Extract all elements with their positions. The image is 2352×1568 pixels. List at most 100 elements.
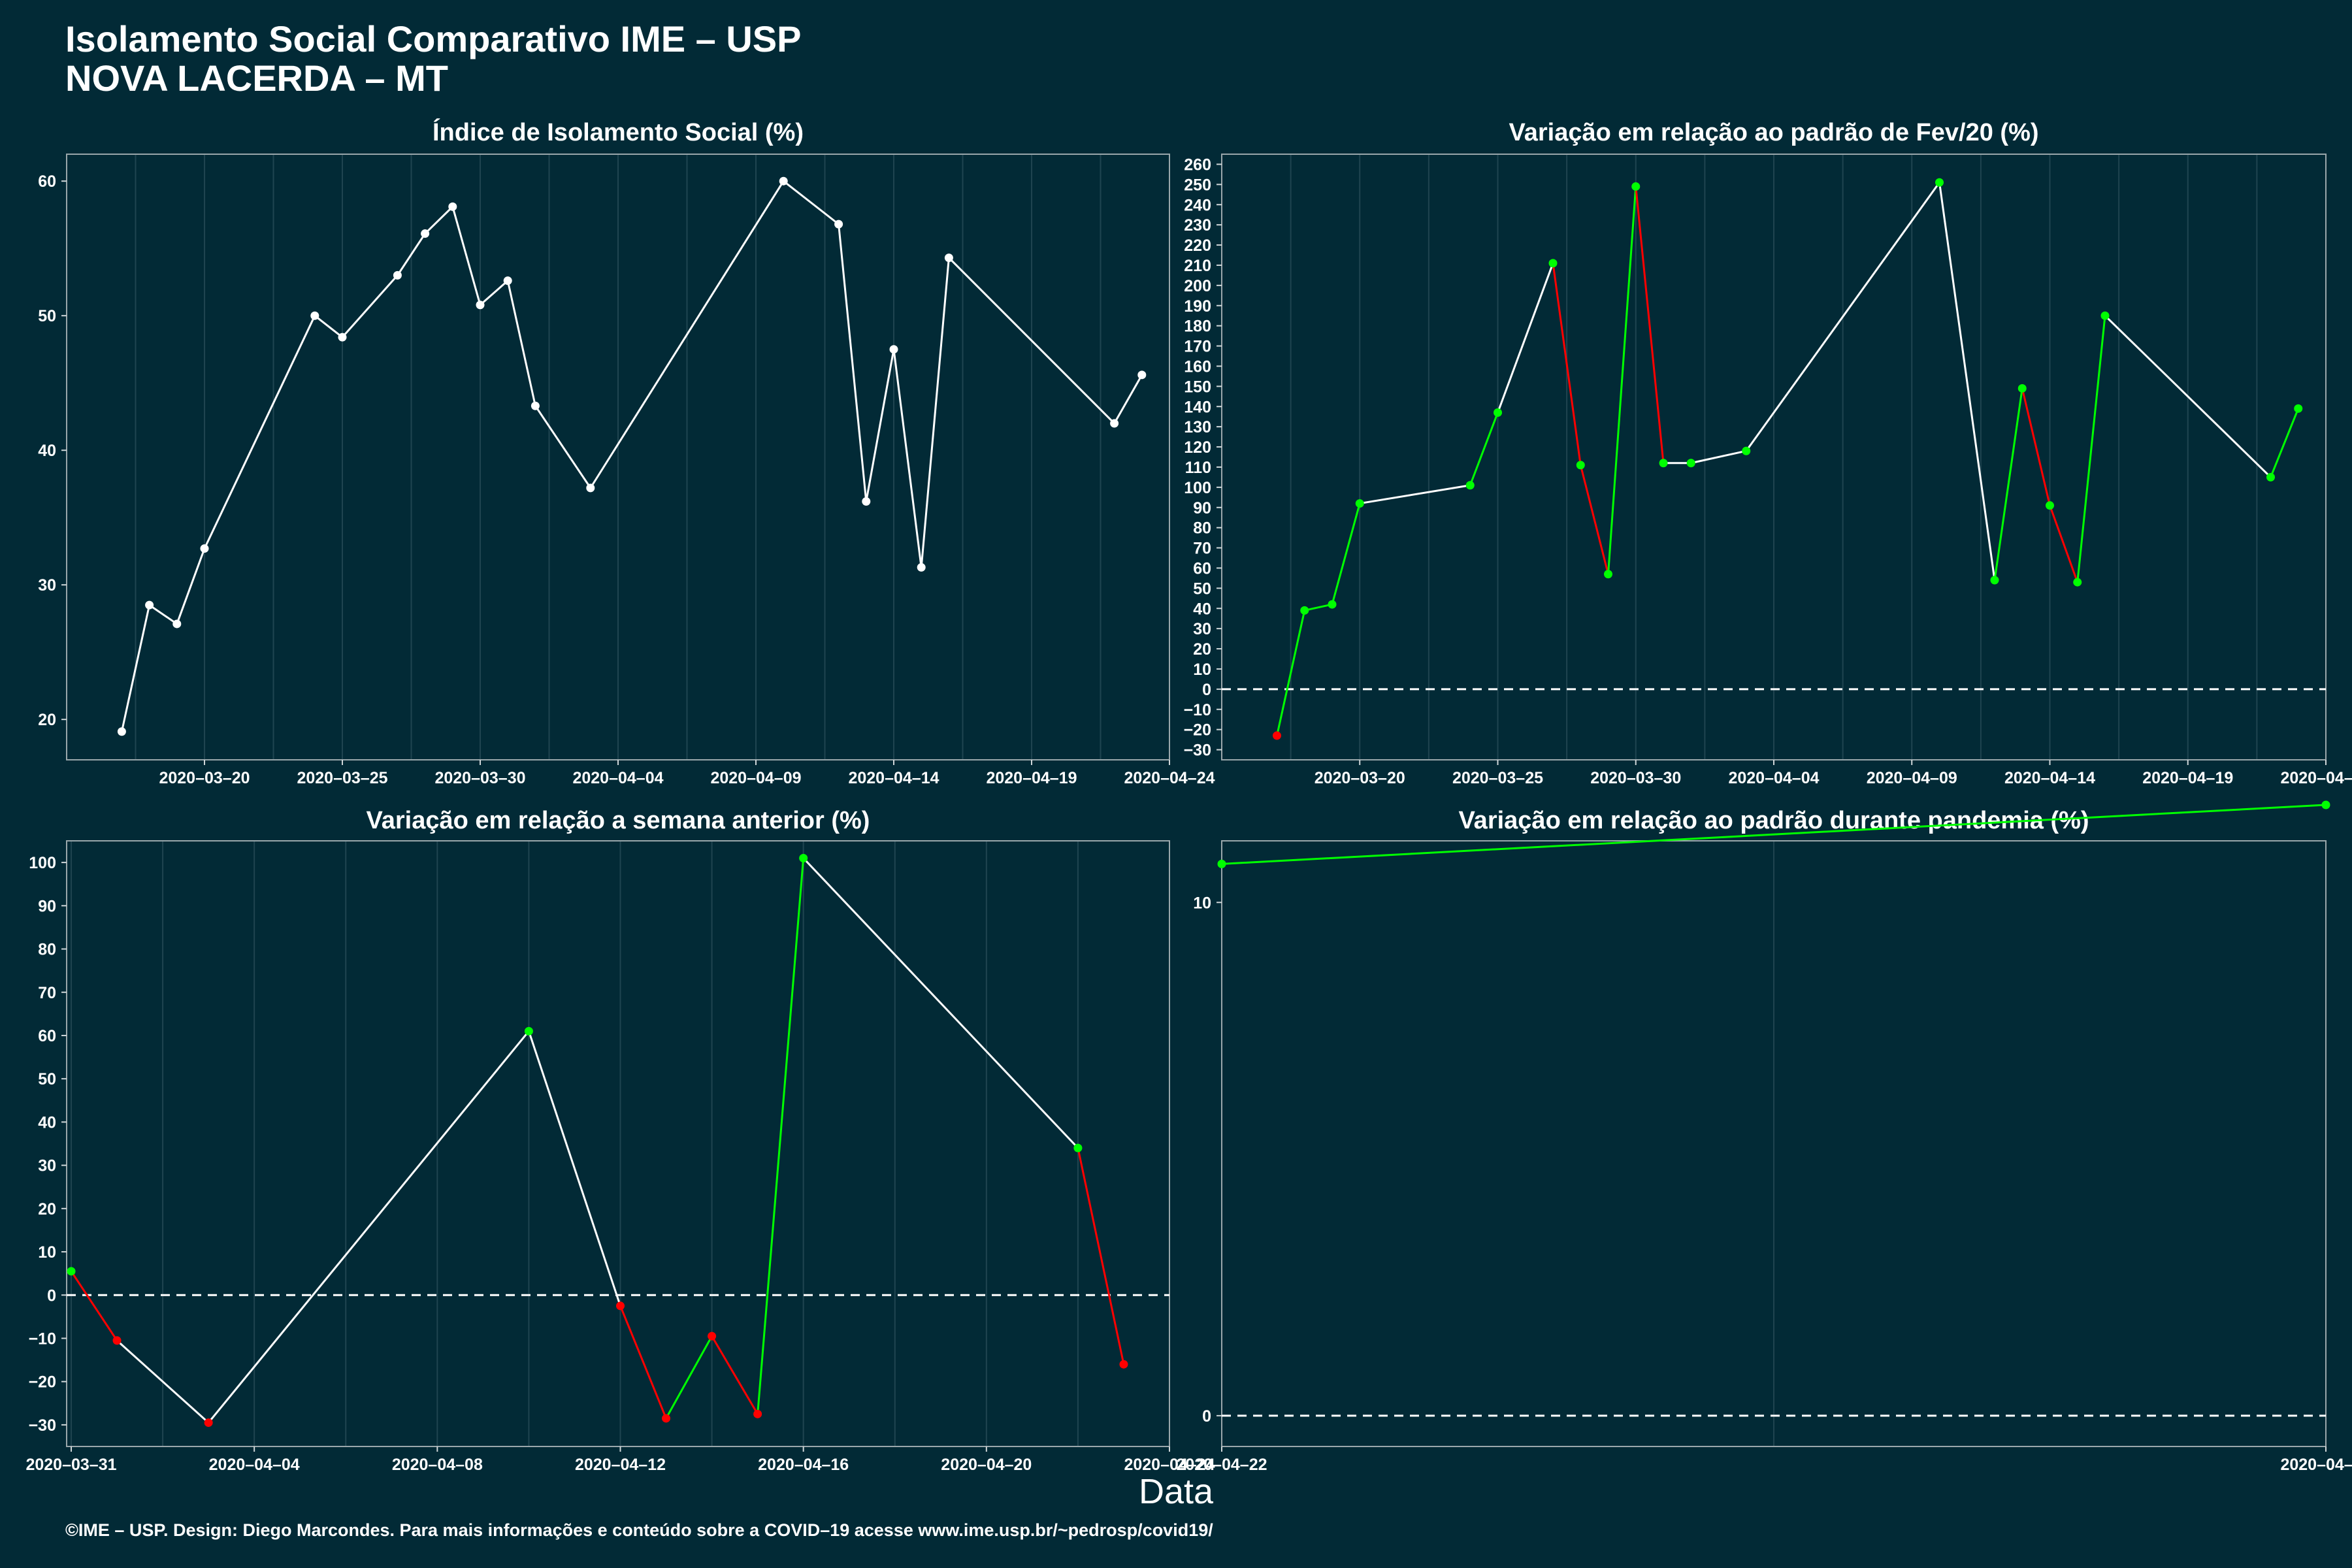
x-tick-label: 2020–04–04 xyxy=(1728,769,1819,787)
y-tick-label: 0 xyxy=(1202,681,1211,699)
y-tick-label: 50 xyxy=(38,1070,56,1088)
data-point xyxy=(1110,419,1119,428)
data-point xyxy=(2321,800,2330,809)
x-tick-label: 2020–04–24 xyxy=(1124,1456,1215,1474)
data-point xyxy=(2266,472,2275,482)
series-segment xyxy=(203,315,316,549)
series-segment xyxy=(2104,315,2272,478)
series-segment xyxy=(2021,388,2051,506)
data-point xyxy=(586,483,595,493)
series-segment xyxy=(341,274,399,338)
y-tick-label: 80 xyxy=(38,941,56,959)
series-segment xyxy=(1579,465,1609,575)
data-point xyxy=(1465,481,1475,490)
data-point xyxy=(616,1301,625,1311)
x-tick-label: 2020–04–22 xyxy=(1176,1456,1267,1474)
data-point xyxy=(524,1026,533,1036)
y-tick-label: −30 xyxy=(1184,742,1211,760)
y-tick-label: 100 xyxy=(29,854,56,872)
series-segment xyxy=(527,1030,621,1307)
data-point xyxy=(662,1414,671,1423)
y-tick-label: 30 xyxy=(38,1157,56,1175)
page-subtitle: NOVA LACERDA – MT xyxy=(65,57,448,99)
y-tick-label: 180 xyxy=(1184,318,1211,336)
data-point xyxy=(2294,404,2303,413)
series-segment xyxy=(665,1335,713,1419)
series-segment xyxy=(116,1339,210,1424)
data-point xyxy=(1548,259,1558,268)
plot-frame xyxy=(1221,840,2327,1447)
y-tick-label: 210 xyxy=(1184,257,1211,275)
y-tick-label: 60 xyxy=(1193,559,1211,578)
data-point xyxy=(1659,459,1668,468)
data-point xyxy=(204,1418,213,1428)
data-point xyxy=(421,229,430,238)
x-tick-label: 2020–04–24 xyxy=(2280,769,2352,787)
series-segment xyxy=(1304,603,1333,612)
series-segment xyxy=(1077,1147,1125,1365)
data-point xyxy=(172,619,182,629)
y-tick-label: 140 xyxy=(1184,398,1211,416)
x-tick-label: 2020–04–14 xyxy=(848,769,939,787)
series-segment xyxy=(148,604,178,625)
panel-title: Variação em relação ao padrão de Fev/20 … xyxy=(1509,119,2038,146)
data-point xyxy=(834,220,843,229)
data-point xyxy=(448,202,457,211)
series-segment xyxy=(397,233,426,276)
y-tick-label: 200 xyxy=(1184,277,1211,295)
series-segment xyxy=(783,180,840,225)
chart-panel-2: Variação em relação ao padrão de Fev/20 … xyxy=(1184,119,2352,787)
series-segment xyxy=(314,315,343,338)
y-tick-label: −10 xyxy=(1184,701,1211,719)
series-segment xyxy=(207,1030,530,1424)
y-tick-label: −10 xyxy=(29,1330,56,1348)
y-tick-label: 130 xyxy=(1184,418,1211,436)
data-point xyxy=(476,301,485,310)
data-point xyxy=(1742,446,1751,455)
series-segment xyxy=(1113,374,1143,424)
y-tick-label: 90 xyxy=(1193,499,1211,517)
series-segment xyxy=(838,223,868,502)
y-tick-label: 20 xyxy=(38,1200,56,1218)
page-title: Isolamento Social Comparativo IME – USP xyxy=(65,18,802,59)
data-point xyxy=(2100,311,2110,320)
data-point xyxy=(1494,408,1502,417)
series-segment xyxy=(1690,449,1747,465)
series-segment xyxy=(120,604,151,732)
series-segment xyxy=(2049,505,2079,583)
data-point xyxy=(200,544,209,553)
x-tick-label: 2020–03–20 xyxy=(1315,769,1405,787)
y-tick-label: 70 xyxy=(38,984,56,1002)
y-tick-label: −20 xyxy=(29,1373,56,1392)
series-segment xyxy=(451,206,482,306)
data-point xyxy=(2046,501,2054,510)
data-point xyxy=(1355,499,1364,508)
x-tick-label: 2020–04–19 xyxy=(2142,769,2233,787)
x-tick-label: 2020–04–04 xyxy=(572,769,663,787)
x-tick-label: 2020–03–25 xyxy=(297,769,387,787)
y-tick-label: 250 xyxy=(1184,176,1211,194)
data-point xyxy=(1576,461,1585,470)
y-tick-label: 100 xyxy=(1184,479,1211,497)
series-segment xyxy=(1607,186,1637,574)
panel-title: Variação em relação a semana anterior (%… xyxy=(367,807,870,834)
data-point xyxy=(1935,178,1944,187)
y-tick-label: 10 xyxy=(38,1243,56,1262)
series-segment xyxy=(920,257,950,568)
series-segment xyxy=(1331,503,1361,605)
series-segment xyxy=(757,858,805,1414)
x-tick-label: 2020–04–19 xyxy=(986,769,1077,787)
series-segment xyxy=(2270,408,2300,478)
chart-panel-1: Índice de Isolamento Social (%) 20 30 40 50 6… xyxy=(38,118,1215,787)
series-segment xyxy=(1221,804,2327,865)
y-tick-label: 0 xyxy=(1202,1407,1211,1426)
data-point xyxy=(1300,606,1309,615)
data-point xyxy=(917,563,926,572)
data-point xyxy=(393,270,402,280)
y-tick-label: 190 xyxy=(1184,297,1211,316)
series-segment xyxy=(619,1305,667,1419)
data-point xyxy=(1604,570,1612,579)
x-tick-label: 2020–04–12 xyxy=(575,1456,666,1474)
